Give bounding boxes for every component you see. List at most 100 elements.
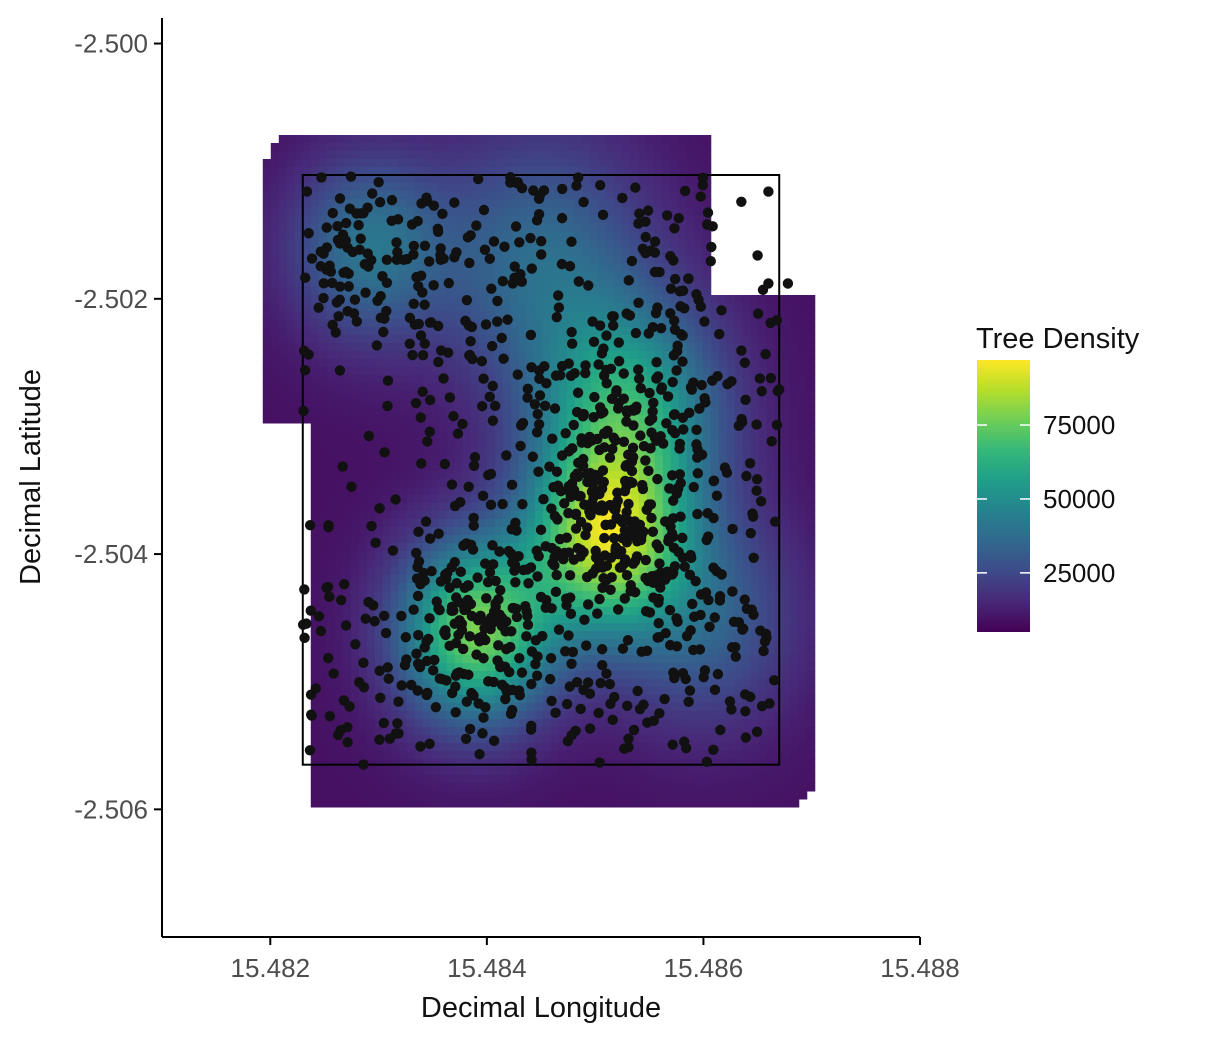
density-cell [398, 670, 408, 680]
density-cell [318, 566, 328, 576]
density-cell [662, 430, 672, 440]
density-cell [462, 494, 472, 504]
density-cell [750, 646, 760, 656]
density-cell [454, 206, 464, 216]
density-cell [326, 294, 336, 304]
density-cell [350, 750, 360, 760]
density-cell [518, 774, 528, 784]
density-cell [270, 350, 280, 360]
density-cell [686, 302, 696, 312]
density-cell [614, 214, 624, 224]
density-cell [702, 526, 712, 536]
density-cell [462, 782, 472, 792]
density-cell [534, 310, 544, 320]
density-cell [726, 726, 736, 736]
density-cell [350, 582, 360, 592]
density-cell [718, 550, 728, 560]
density-cell [390, 606, 400, 616]
density-cell [694, 342, 704, 352]
density-cell [606, 798, 616, 808]
density-cell [550, 446, 560, 456]
density-cell [662, 158, 672, 168]
density-cell [294, 390, 304, 400]
density-cell [414, 478, 424, 488]
density-cell [534, 678, 544, 688]
density-cell [598, 686, 608, 696]
density-cell [438, 686, 448, 696]
density-cell [758, 742, 768, 752]
density-cell [718, 606, 728, 616]
density-cell [342, 670, 352, 680]
density-cell [454, 278, 464, 288]
density-cell [742, 630, 752, 640]
density-cell [670, 686, 680, 696]
density-cell [646, 710, 656, 720]
density-cell [318, 342, 328, 352]
density-cell [750, 318, 760, 328]
density-cell [318, 462, 328, 472]
density-cell [398, 278, 408, 288]
density-cell [438, 366, 448, 376]
density-cell [494, 134, 504, 144]
density-cell [382, 550, 392, 560]
density-cell [438, 262, 448, 272]
density-cell [710, 398, 720, 408]
density-cell [734, 750, 744, 760]
density-cell [518, 294, 528, 304]
density-cell [262, 166, 272, 176]
density-cell [526, 798, 536, 808]
density-cell [678, 350, 688, 360]
density-cell [438, 478, 448, 488]
density-cell [334, 414, 344, 424]
density-cell [614, 350, 624, 360]
density-cell [270, 214, 280, 224]
density-cell [662, 510, 672, 520]
density-cell [558, 582, 568, 592]
density-cell [758, 438, 768, 448]
density-cell [630, 654, 640, 664]
density-cell [454, 478, 464, 488]
density-cell [270, 190, 280, 200]
density-cell [710, 574, 720, 584]
density-cell [558, 334, 568, 344]
density-cell [686, 606, 696, 616]
density-cell [462, 134, 472, 144]
density-cell [670, 206, 680, 216]
density-cell [406, 270, 416, 280]
density-cell [462, 502, 472, 512]
density-cell [710, 342, 720, 352]
density-cell [710, 470, 720, 480]
density-cell [318, 398, 328, 408]
density-cell [462, 654, 472, 664]
density-cell [478, 534, 488, 544]
density-cell [742, 718, 752, 728]
density-cell [726, 494, 736, 504]
density-cell [574, 294, 584, 304]
density-cell [334, 566, 344, 576]
density-cell [582, 302, 592, 312]
density-cell [670, 190, 680, 200]
density-cell [670, 262, 680, 272]
density-cell [734, 438, 744, 448]
density-cell [486, 774, 496, 784]
density-cell [702, 646, 712, 656]
density-cell [438, 318, 448, 328]
density-cell [454, 294, 464, 304]
density-cell [566, 526, 576, 536]
density-cell [766, 462, 776, 472]
density-cell [310, 374, 320, 384]
density-cell [494, 230, 504, 240]
density-cell [678, 294, 688, 304]
density-cell [702, 166, 712, 176]
density-cell [438, 390, 448, 400]
density-cell [462, 182, 472, 192]
density-cell [374, 798, 384, 808]
density-cell [318, 310, 328, 320]
density-cell [366, 398, 376, 408]
density-cell [662, 454, 672, 464]
density-cell [678, 614, 688, 624]
density-cell [726, 406, 736, 416]
density-cell [614, 702, 624, 712]
density-cell [438, 382, 448, 392]
density-cell [622, 318, 632, 328]
